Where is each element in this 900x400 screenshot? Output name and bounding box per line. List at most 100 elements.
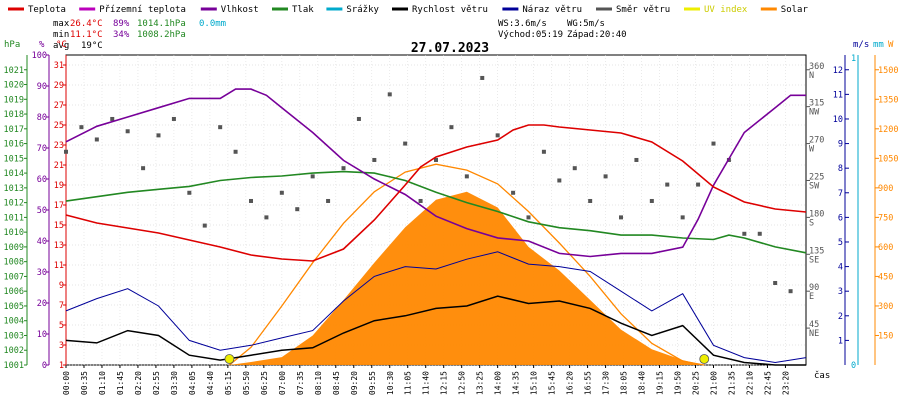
rain-tick-label: 0 [851, 361, 856, 371]
x-tick-label: 19:15 [656, 371, 665, 395]
dir-tick-label: W [809, 145, 815, 155]
x-tick-label: 00:35 [80, 371, 89, 395]
wind-direction-point [187, 190, 192, 195]
wind-direction-point [572, 166, 577, 171]
stats-block: max 26.4°C 89% 1014.1hPa 0.0mm min 11.1°… [53, 19, 226, 51]
wind-direction-point [449, 125, 454, 130]
unit-solar: W [888, 40, 894, 50]
wind-direction-point [434, 157, 438, 162]
x-tick-label: 04:05 [188, 371, 197, 395]
press-tick-label: 1007 [4, 272, 24, 282]
rain-tick-label: 1 [851, 54, 856, 64]
dir-tick-label: NW [809, 108, 820, 118]
wind-direction-point [526, 215, 531, 220]
wind-tick-label: 9 [838, 140, 843, 150]
temp-tick-label: 31 [54, 61, 64, 71]
dir-tick-label: S [809, 218, 814, 228]
x-tick-label: 23:20 [781, 371, 790, 395]
stats-max-hum: 89% [113, 19, 130, 29]
x-tick-label: 18:05 [620, 371, 629, 395]
solar-tick-label: 1500 [878, 66, 898, 76]
stats-min-temp: 11.1°C [70, 30, 103, 40]
x-tick-label: 00:00 [62, 371, 71, 395]
solar-tick-label: 1200 [878, 125, 898, 135]
dir-tick-label: 270 [809, 136, 824, 146]
wind-speed-line [65, 295, 806, 366]
unit-rain: mm [873, 40, 884, 50]
hum-tick-label: 50 [37, 206, 47, 216]
temp-tick-label: 11 [54, 261, 64, 271]
wind-tick-label: 7 [838, 189, 843, 199]
wind-direction-point [603, 174, 608, 179]
wind-direction-point [634, 157, 639, 162]
hum-tick-label: 30 [37, 268, 47, 278]
press-tick-label: 1001 [4, 361, 24, 371]
press-tick-label: 1013 [4, 184, 24, 194]
press-tick-label: 1004 [4, 317, 24, 327]
wind-direction-point [387, 92, 392, 97]
wind-tick-label: 12 [833, 66, 843, 76]
x-tick-label: 07:35 [296, 371, 305, 395]
press-tick-label: 1012 [4, 199, 24, 209]
dir-tick-label: SE [809, 255, 819, 265]
x-tick-label: 21:35 [727, 371, 736, 395]
hum-tick-label: 10 [37, 330, 47, 340]
x-tick-label: 01:10 [98, 371, 107, 395]
x-tick-label: 22:45 [763, 371, 772, 395]
x-tick-label: 02:20 [134, 371, 143, 395]
wind-direction-point [249, 198, 253, 203]
x-tick-label: 22:10 [745, 371, 754, 395]
stats-min-press: 1008.2hPa [137, 30, 186, 40]
wind-direction-point [110, 116, 115, 121]
x-tick-label: 16:55 [584, 371, 593, 395]
wind-direction-point [649, 198, 654, 203]
stats-max-press: 1014.1hPa [137, 19, 186, 29]
temp-tick-label: 7 [59, 301, 64, 311]
solar-tick-label: 450 [878, 272, 893, 282]
temp-tick-label: 19 [54, 181, 64, 191]
wind-tick-label: 1 [838, 336, 843, 346]
hum-tick-label: 100 [32, 51, 47, 61]
press-tick-label: 1008 [4, 258, 24, 268]
dir-tick-label: NE [809, 329, 819, 339]
x-tick-label: 12:15 [440, 371, 449, 395]
wind-direction-point [94, 137, 99, 142]
x-tick-label: 15:45 [548, 371, 557, 395]
dir-tick-label: SW [809, 181, 820, 191]
x-tick-label: 14:00 [494, 371, 503, 395]
temp-tick-label: 5 [59, 321, 64, 331]
wind-direction-point [264, 215, 269, 220]
wind-direction-point [141, 166, 146, 171]
x-tick-label: 16:20 [566, 371, 575, 395]
wind-direction-point [171, 116, 176, 121]
press-tick-label: 1016 [4, 140, 24, 150]
temp-tick-label: 13 [54, 241, 64, 251]
wind-direction-point [464, 174, 469, 179]
press-tick-label: 1010 [4, 228, 24, 238]
x-tick-label: 08:10 [314, 371, 323, 395]
dir-tick-label: 225 [809, 172, 824, 182]
uv-marker [224, 354, 235, 364]
stats-min-hum: 34% [113, 30, 130, 40]
wind-direction-point [757, 231, 762, 236]
stats-min-label: min [53, 30, 69, 40]
x-tick-label: 08:45 [332, 371, 341, 395]
dir-tick-label: 135 [809, 246, 824, 256]
press-tick-label: 1002 [4, 346, 24, 356]
x-tick-label: 10:30 [386, 371, 395, 395]
temp-tick-label: 9 [59, 281, 64, 291]
legend-label-9: Solar [781, 5, 809, 15]
wind-direction-point [696, 182, 701, 187]
solar-tick-label: 300 [878, 302, 893, 312]
wind-tick-label: 6 [838, 213, 843, 223]
wind-direction-point [495, 133, 500, 138]
x-tick-label: 09:55 [368, 371, 377, 395]
press-tick-label: 1014 [4, 169, 24, 179]
x-tick-label: 01:45 [116, 371, 125, 395]
stats-max-rain: 0.0mm [199, 19, 226, 29]
x-tick-label: 20:25 [692, 371, 701, 395]
press-tick-label: 1017 [4, 125, 24, 135]
legend-label-5: Rychlost větru [412, 5, 488, 15]
press-tick-label: 1021 [4, 66, 24, 76]
temp-tick-label: 23 [54, 141, 64, 151]
